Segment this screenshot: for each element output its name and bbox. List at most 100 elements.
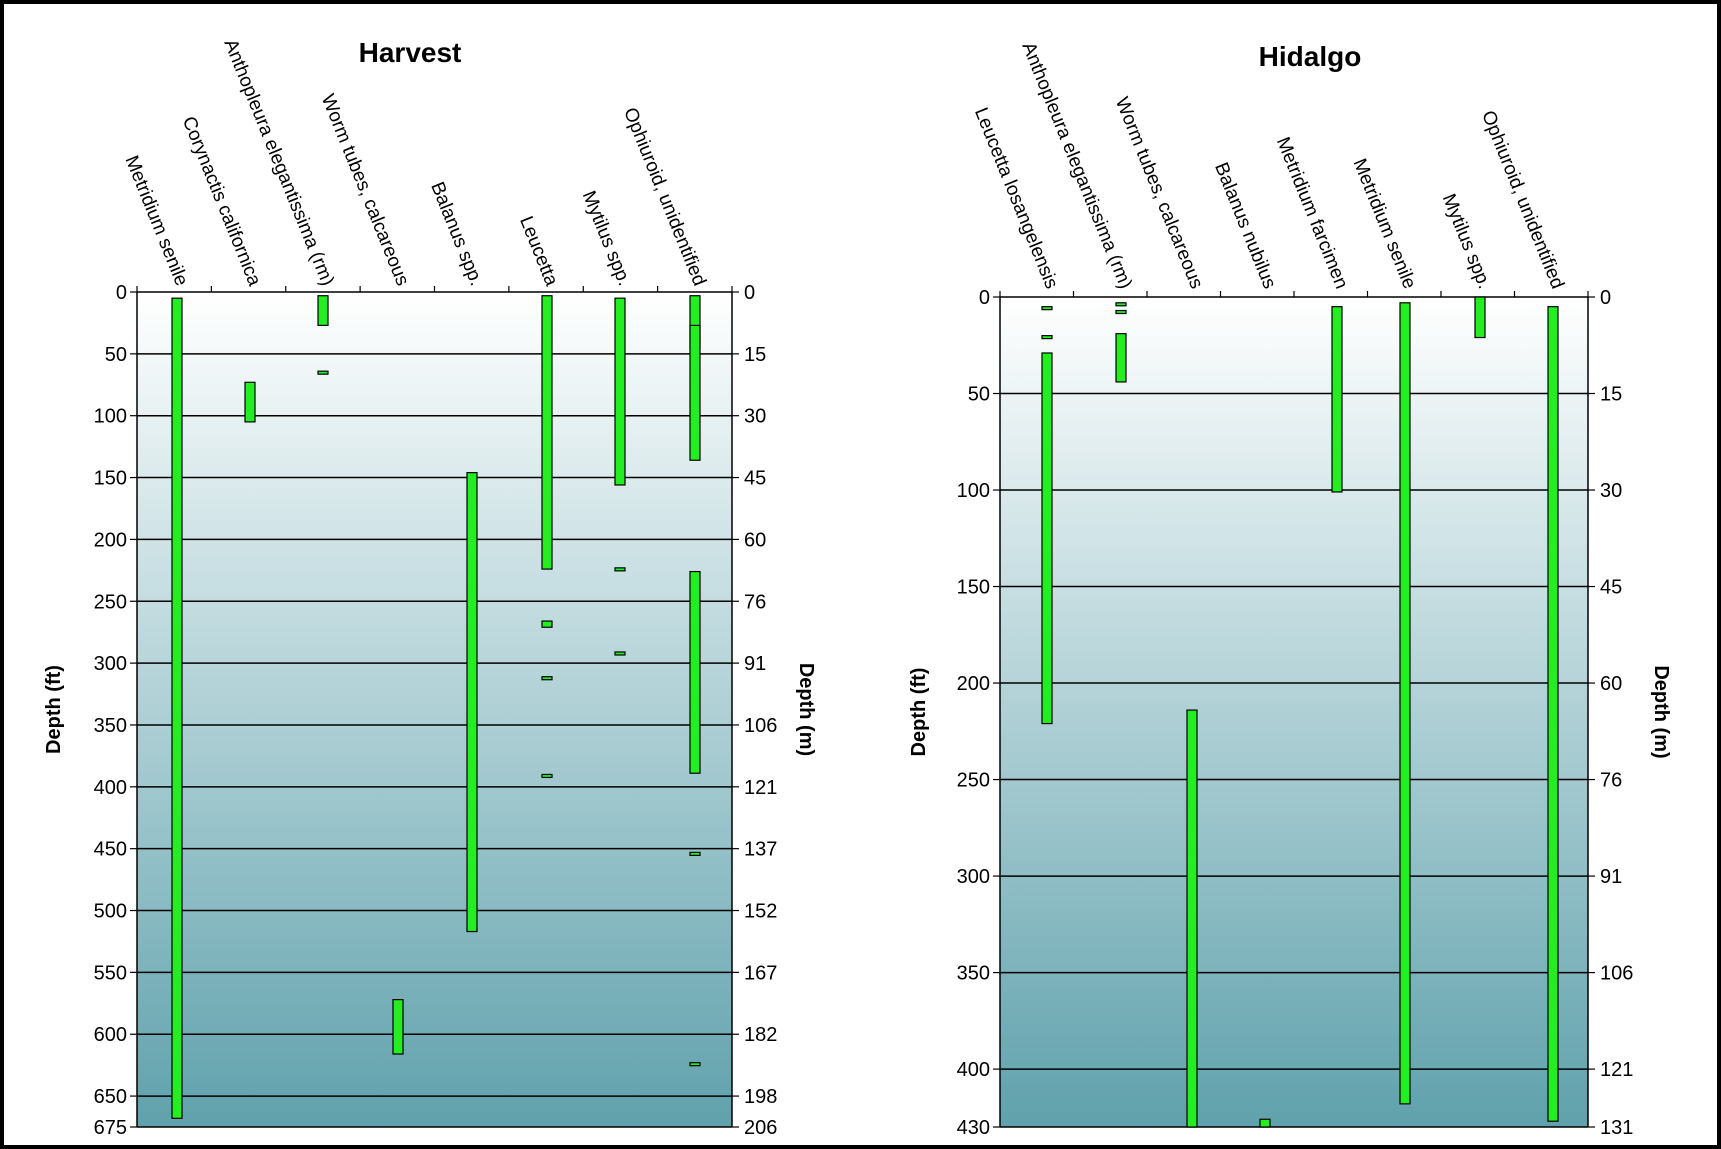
range-bar [689,1062,701,1067]
m-tick-label: 91 [744,653,766,675]
range-bar [392,998,404,1055]
m-tick-label: 121 [744,777,777,799]
species-label: Leucetta losangelensis [970,105,1062,292]
species-label: Metridium senile [121,153,192,289]
ft-tick-label: 0 [116,282,127,304]
range-bar [1474,296,1486,339]
ft-tick-label: 300 [957,866,990,888]
range-bar [541,773,553,779]
ft-tick-label: 430 [957,1117,990,1139]
ft-tick-label: 100 [957,480,990,502]
range-bar [1547,306,1559,1122]
m-tick-label: 167 [744,962,777,984]
m-tick-label: 45 [744,468,766,490]
m-tick-label: 198 [744,1086,777,1108]
y-axis-label-m: Depth (m) [795,663,817,756]
range-bar [1186,709,1198,1128]
ft-tick-label: 350 [957,963,990,985]
m-tick-label: 137 [744,839,777,861]
range-bar [614,297,626,486]
ft-tick-label: 650 [94,1086,127,1108]
species-label: Metridium senile [1349,156,1420,292]
chart-title: Hidalgo [1259,41,1362,72]
m-tick-label: 15 [1600,384,1622,406]
range-bar [1041,352,1053,725]
m-tick-label: 131 [1600,1117,1633,1139]
ft-tick-label: 0 [979,287,990,309]
species-label: Ophiuroid, unidentified [1477,108,1568,292]
range-bar [171,297,183,1119]
ft-tick-label: 400 [94,777,127,799]
ft-tick-label: 250 [94,591,127,613]
range-bar [541,295,553,570]
y-axis-label-ft: Depth (ft) [43,665,65,754]
species-label: Balanus spp. [426,179,487,289]
range-bar [689,570,701,774]
range-bar [689,851,701,856]
m-tick-label: 121 [1600,1059,1633,1081]
m-tick-label: 182 [744,1024,777,1046]
species-label: Worm tubes, calcareous [317,91,413,288]
range-bar [1115,333,1127,383]
range-bar [1115,309,1127,315]
plot-background [137,292,732,1127]
range-bar [317,295,329,327]
ft-tick-label: 550 [94,962,127,984]
m-tick-label: 30 [1600,480,1622,502]
species-label: Mytilus spp. [578,188,635,289]
m-tick-label: 0 [1600,287,1611,309]
chart-0: 0501001502002503003504004505005506006506… [43,36,817,1139]
ft-tick-label: 400 [957,1059,990,1081]
ft-tick-label: 150 [94,468,127,490]
plot-background [1000,297,1588,1127]
species-label: Leucetta [515,213,562,289]
range-bar [244,381,256,423]
ft-tick-label: 50 [105,344,127,366]
m-tick-label: 15 [744,344,766,366]
m-tick-label: 76 [1600,770,1622,792]
range-bar [317,370,329,375]
chart-title: Harvest [359,37,462,68]
ft-tick-label: 600 [94,1024,127,1046]
ft-tick-label: 200 [94,529,127,551]
m-tick-label: 152 [744,901,777,923]
ft-tick-label: 100 [94,406,127,428]
m-tick-label: 0 [744,282,755,304]
ft-tick-label: 150 [957,577,990,599]
m-tick-label: 60 [744,529,766,551]
species-label: Corynactis californica [178,114,265,290]
ft-tick-label: 250 [957,770,990,792]
species-label: Balanus nubilus [1210,160,1280,292]
ft-tick-label: 500 [94,901,127,923]
ft-tick-label: 675 [94,1117,127,1139]
m-tick-label: 76 [744,591,766,613]
y-axis-label-ft: Depth (ft) [908,668,930,757]
range-bar [466,472,478,933]
ft-tick-label: 450 [94,839,127,861]
species-label: Ophiuroid, unidentified [619,105,710,289]
range-bar [1399,302,1411,1105]
m-tick-label: 206 [744,1117,777,1139]
ft-tick-label: 50 [968,384,990,406]
range-bar [541,676,553,681]
ft-tick-label: 200 [957,673,990,695]
m-tick-label: 91 [1600,866,1622,888]
range-bar [541,620,553,628]
range-bar [1115,302,1127,307]
y-axis-label-m: Depth (m) [1650,665,1672,758]
species-label: Metridium farcimen [1272,134,1352,292]
range-bar [1041,306,1053,311]
ft-tick-label: 300 [94,653,127,675]
range-bar [689,324,701,461]
m-tick-label: 106 [1600,963,1633,985]
range-bar [614,567,626,572]
m-tick-label: 106 [744,715,777,737]
species-label: Mytilus spp. [1438,191,1495,292]
ft-tick-label: 350 [94,715,127,737]
m-tick-label: 30 [744,406,766,428]
m-tick-label: 45 [1600,577,1622,599]
chart-1: 0 50 100 150 200 250 300 350 400 430 0 15 30 45 60 76 91… [908,39,1672,1139]
range-bar [1259,1118,1271,1128]
